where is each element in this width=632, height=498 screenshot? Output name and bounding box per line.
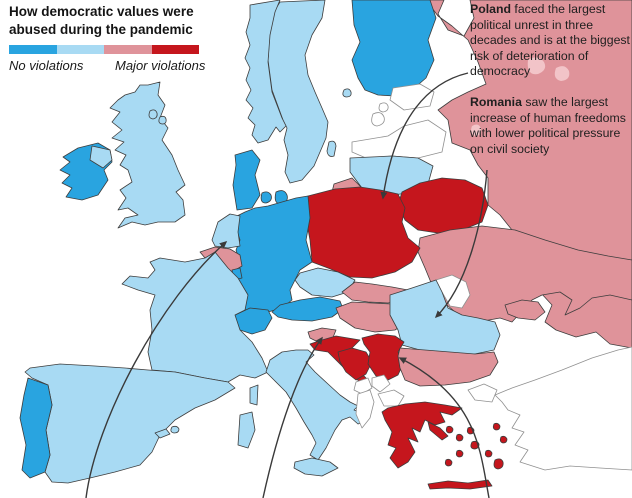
island-orkney: [148, 109, 158, 120]
country-bosnia: [337, 347, 373, 381]
country-serbia: [361, 333, 405, 381]
arrow-to-belgium: [85, 241, 228, 498]
country-latvia: [351, 119, 447, 159]
island-funen: [260, 191, 272, 204]
island-saaremaa: [371, 112, 385, 127]
arrow-to-poland: [380, 72, 469, 200]
country-portugal: [19, 377, 53, 479]
island-gotland: [326, 140, 337, 157]
legend-labels: No violations Major violations: [9, 58, 219, 74]
island-corsica: [249, 384, 259, 406]
country-bulgaria: [397, 347, 499, 387]
country-united-kingdom: [109, 81, 186, 229]
scale-segment-major-violations: [151, 44, 199, 54]
island-rhodes: [493, 458, 504, 470]
scale-segment-no-violations: [9, 44, 57, 54]
country-albania: [355, 389, 375, 429]
country-france: [121, 251, 269, 383]
annotation-poland: Poland faced the largest political unres…: [470, 2, 632, 80]
legend-label-major-violations: Major violations: [115, 57, 206, 73]
island-aegean: [455, 449, 464, 458]
island-crete: [427, 479, 493, 490]
region-crimea: [504, 299, 546, 321]
country-north-macedonia: [377, 389, 405, 407]
lake-peipus: [471, 124, 482, 136]
island-sicily: [293, 457, 339, 477]
annotation-romania-country: Romania: [470, 95, 522, 109]
lake-onega: [554, 66, 570, 81]
island-aegean: [492, 422, 501, 431]
island-menorca: [170, 425, 180, 434]
arrow-to-romania: [434, 169, 488, 319]
scale-segment-moderate-violations: [104, 44, 152, 54]
country-denmark: [232, 149, 261, 211]
island-aegean: [499, 435, 508, 444]
country-turkey: [494, 346, 632, 471]
legend-title: How democratic values were abused during…: [9, 4, 194, 37]
country-finland: [351, 0, 437, 97]
island-aegean: [484, 449, 493, 458]
country-spain: [24, 363, 236, 484]
country-greece: [381, 401, 463, 469]
country-belarus: [397, 177, 489, 234]
island-shetland: [158, 115, 167, 125]
island-aegean: [455, 433, 464, 442]
arrow-to-serbia: [398, 357, 490, 498]
annotation-arrows: [85, 72, 490, 498]
country-moldova: [435, 274, 471, 309]
countries-layer: [19, 0, 632, 490]
annotation-romania: Romania saw the largest increase of huma…: [470, 95, 632, 157]
region-turkey-thrace: [467, 383, 498, 403]
country-kosovo: [371, 374, 391, 393]
country-norway: [244, 0, 287, 144]
lake-ladoga: [527, 57, 546, 75]
legend: How democratic values were abused during…: [9, 3, 219, 74]
region-northern-ireland: [89, 145, 113, 169]
island-mallorca: [154, 428, 171, 439]
country-sweden: [267, 0, 329, 184]
island-aegean: [444, 458, 453, 467]
scale-segment-minor-violations: [56, 44, 104, 54]
island-euboea: [427, 421, 449, 441]
country-poland: [305, 186, 421, 279]
annotation-romania-text: saw the largest increase of human freedo…: [470, 95, 626, 156]
arrow-to-slovenia: [262, 336, 323, 498]
island-hiiumaa: [378, 102, 389, 113]
annotation-poland-country: Poland: [470, 2, 511, 16]
country-estonia: [389, 83, 435, 111]
color-scale: [9, 44, 199, 54]
annotation-poland-text: faced the largest political unrest in th…: [470, 2, 630, 79]
legend-label-no-violations: No violations: [9, 57, 84, 73]
country-czechia: [294, 267, 356, 298]
island-sardinia: [237, 411, 256, 449]
island-aland: [342, 88, 352, 98]
island-aegean: [445, 425, 454, 434]
